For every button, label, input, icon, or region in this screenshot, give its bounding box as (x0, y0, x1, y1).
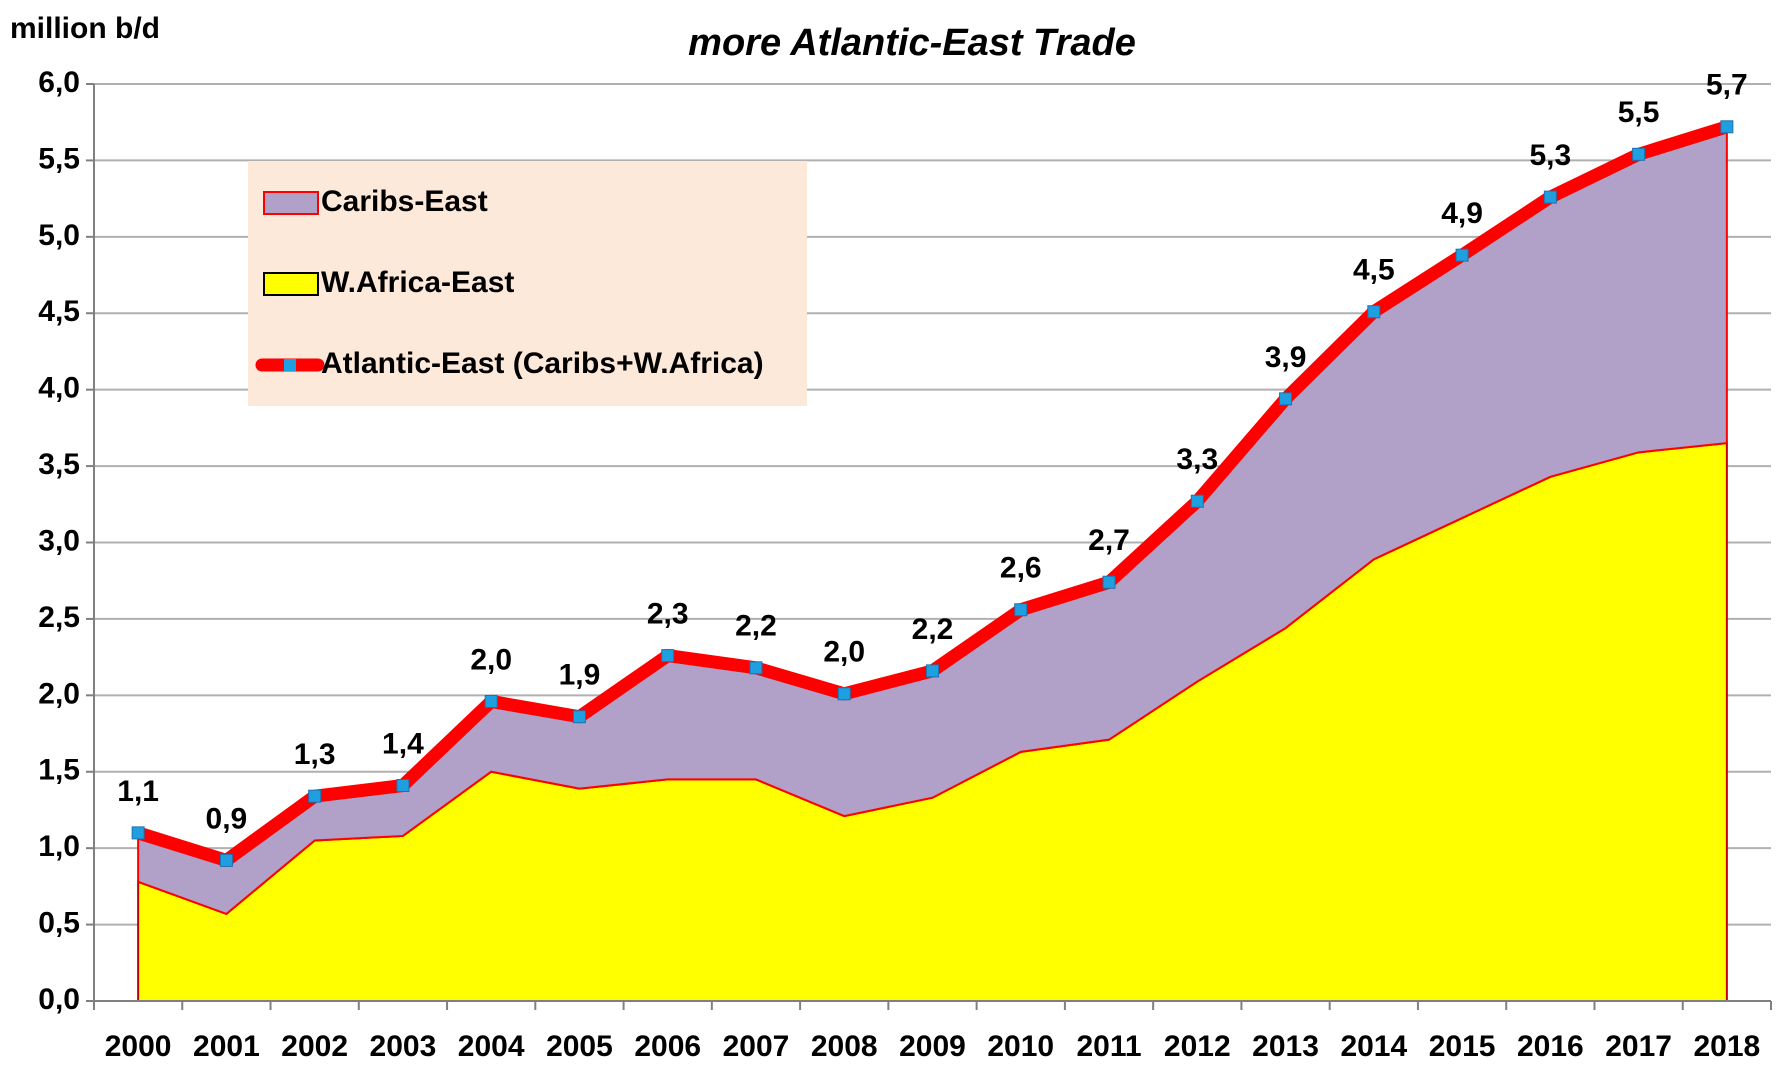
x-tick-label: 2013 (1252, 1030, 1319, 1063)
marker (131, 826, 145, 840)
marker (837, 687, 851, 701)
data-label: 1,1 (117, 775, 159, 808)
data-label: 2,2 (735, 610, 777, 643)
x-tick-label: 2012 (1164, 1030, 1231, 1063)
x-tick-label: 2004 (458, 1030, 525, 1063)
marker (1102, 575, 1116, 589)
marker (1190, 494, 1204, 508)
data-label: 2,3 (647, 598, 689, 631)
x-tick-label: 2015 (1429, 1030, 1496, 1063)
data-label: 0,9 (206, 802, 248, 835)
data-label: 1,9 (559, 659, 601, 692)
legend: Caribs-East W.Africa-East Atlantic-East (C… (248, 161, 807, 406)
x-tick-label: 2010 (987, 1030, 1054, 1063)
x-tick-label: 2008 (811, 1030, 878, 1063)
marker (396, 779, 410, 793)
y-tick-label: 4,0 (38, 372, 80, 405)
data-label: 5,3 (1529, 139, 1571, 172)
data-label: 5,5 (1618, 96, 1660, 129)
marker (219, 853, 233, 867)
y-tick-label: 4,5 (38, 295, 80, 328)
chart-title: more Atlantic-East Trade (688, 22, 1136, 64)
data-label: 2,0 (470, 643, 512, 676)
y-tick-label: 2,0 (38, 677, 80, 710)
marker (926, 664, 939, 678)
x-tick-label: 2007 (723, 1030, 790, 1063)
x-tick-label: 2003 (370, 1030, 437, 1063)
x-tick-label: 2009 (899, 1030, 966, 1063)
y-tick-label: 1,5 (38, 754, 80, 787)
marker (1014, 603, 1028, 617)
x-tick-label: 2006 (634, 1030, 701, 1063)
marker (1632, 147, 1646, 161)
y-tick-label: 5,5 (38, 142, 80, 175)
legend-marker (284, 359, 296, 371)
x-tick-label: 2011 (1076, 1030, 1141, 1063)
data-label: 3,9 (1265, 341, 1307, 374)
legend-box (248, 161, 807, 406)
y-tick-label: 5,0 (38, 219, 80, 252)
marker (749, 661, 763, 675)
legend-swatch (263, 191, 319, 215)
legend-label: Atlantic-East (Caribs+W.Africa) (321, 347, 764, 380)
marker (661, 649, 675, 663)
marker (1279, 392, 1293, 406)
y-tick-label: 6,0 (38, 66, 80, 99)
marker (1455, 248, 1469, 262)
data-label: 2,2 (912, 613, 954, 646)
data-label: 3,3 (1176, 443, 1218, 476)
data-label: 2,0 (823, 636, 865, 669)
x-tick-label: 2018 (1693, 1030, 1760, 1063)
x-tick-label: 2000 (105, 1030, 172, 1063)
y-tick-label: 0,0 (38, 983, 80, 1016)
y-tick-label: 2,5 (38, 601, 80, 634)
marker (1720, 120, 1734, 134)
data-label: 1,4 (382, 727, 424, 760)
marker (484, 694, 498, 708)
marker (572, 710, 586, 724)
x-tick-label: 2017 (1605, 1030, 1672, 1063)
y-tick-label: 3,0 (38, 524, 80, 557)
legend-swatch (263, 272, 319, 296)
y-tick-label: 3,5 (38, 448, 80, 481)
legend-label: Caribs-East (321, 185, 488, 218)
data-label: 4,5 (1353, 254, 1395, 287)
y-axis-label: million b/d (10, 12, 160, 45)
x-tick-label: 2005 (546, 1030, 613, 1063)
x-tick-label: 2016 (1517, 1030, 1584, 1063)
marker (1543, 190, 1557, 204)
x-tick-label: 2001 (193, 1030, 260, 1063)
data-label: 2,6 (1000, 552, 1042, 585)
data-label: 4,9 (1441, 197, 1483, 230)
legend-label: W.Africa-East (321, 266, 514, 299)
x-tick-label: 2014 (1340, 1030, 1407, 1063)
data-label: 2,7 (1088, 524, 1130, 557)
y-tick-label: 1,0 (38, 830, 80, 863)
y-tick-label: 0,5 (38, 907, 80, 940)
x-tick-label: 2002 (281, 1030, 348, 1063)
data-label: 5,7 (1706, 69, 1748, 102)
marker (1367, 305, 1381, 319)
data-label: 1,3 (294, 738, 336, 771)
marker (308, 789, 322, 803)
